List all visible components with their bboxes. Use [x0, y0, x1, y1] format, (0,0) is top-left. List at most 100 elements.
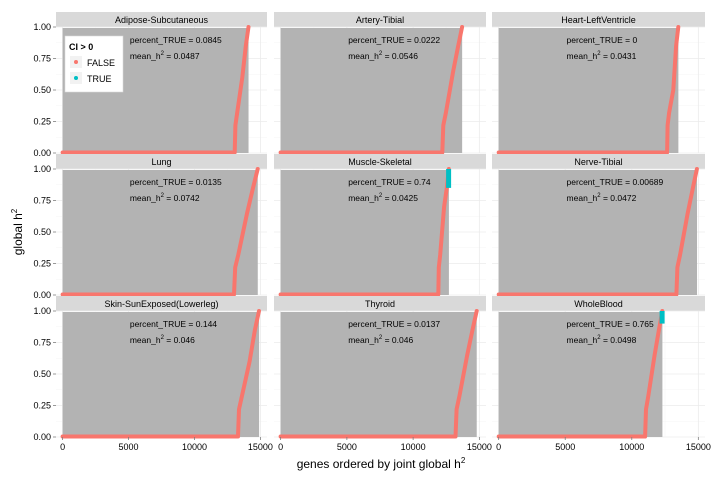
series-true-points: [659, 311, 665, 324]
annotation-mean-value: = 0.0742: [164, 193, 200, 203]
ci-ribbon: [280, 312, 477, 437]
panel-lung: Lung percent_TRUE = 0.0135 mean_h2 = 0.074…: [33, 154, 267, 300]
annotation-mean-sup: 2: [597, 335, 601, 341]
annotation-mean-value: = 0.0546: [382, 51, 418, 61]
series-false-points: [60, 309, 261, 439]
x-axis-title-sup: 2: [461, 456, 466, 465]
annotation-mean-value: = 0.0425: [382, 193, 418, 203]
x-tick-label: 15000: [248, 442, 273, 452]
annotation-mean-h2: mean_h2 = 0.046: [130, 335, 195, 345]
y-tick-label: 0.00: [33, 148, 51, 158]
ci-ribbon: [498, 28, 679, 153]
panel-strip: [56, 12, 267, 27]
x-tick-label: 15000: [467, 442, 492, 452]
annotation-mean-h2: mean_h2 = 0.046: [348, 335, 413, 345]
x-tick-label: 10000: [182, 442, 207, 452]
panel-strip: [56, 154, 267, 169]
series-false-points: [60, 25, 251, 155]
annotation-mean-sup: 2: [597, 193, 601, 199]
y-tick-label: 1.00: [33, 306, 51, 316]
panel-strip: [492, 154, 705, 169]
series-false-points: [278, 309, 479, 439]
annotation-mean-h2: mean_h2 = 0.0742: [130, 193, 200, 203]
annotation-mean-value: = 0.046: [382, 335, 413, 345]
annotation-mean-value: = 0.0431: [601, 51, 637, 61]
annotation-mean-sup: 2: [161, 51, 165, 57]
annotation-mean-label: mean_h: [130, 51, 161, 61]
x-tick-label: 5000: [555, 442, 575, 452]
panel-muscle-skeletal: Muscle-Skeletal percent_TRUE = 0.74 mean_h…: [274, 154, 486, 297]
annotation-mean-value: = 0.0498: [601, 335, 637, 345]
y-tick-label: 1.00: [33, 164, 51, 174]
panel-title: Nerve-Tibial: [574, 157, 622, 167]
panel-wholeblood: WholeBlood percent_TRUE = 0.765 mean_h2 = …: [492, 296, 711, 452]
annotation-mean-label: mean_h: [348, 51, 379, 61]
annotation-mean-sup: 2: [597, 51, 601, 57]
y-tick-label: 0.25: [33, 259, 51, 269]
series-false-points: [496, 167, 699, 297]
annotation-mean-value: = 0.0472: [601, 193, 637, 203]
y-tick-label: 0.75: [33, 338, 51, 348]
panel-title: Heart-LeftVentricle: [561, 15, 636, 25]
annotation-mean-sup: 2: [379, 193, 383, 199]
ci-ribbon: [498, 312, 663, 437]
annotation-mean-label: mean_h: [348, 193, 379, 203]
panel-strip: [274, 12, 486, 27]
y-tick-label: 1.00: [33, 22, 51, 32]
annotation-mean-sup: 2: [161, 193, 165, 199]
annotation-percent-true: percent_TRUE = 0: [567, 35, 638, 45]
y-tick-label: 0.00: [33, 432, 51, 442]
y-tick-label: 0.75: [33, 196, 51, 206]
y-axis-title-text: global h: [11, 213, 25, 255]
annotation-mean-label: mean_h: [130, 335, 161, 345]
annotation-percent-true: percent_TRUE = 0.0137: [348, 319, 440, 329]
y-tick-label: 0.75: [33, 54, 51, 64]
x-tick-label: 10000: [619, 442, 644, 452]
y-axis-title: global h2: [10, 208, 25, 255]
legend-title: CI > 0: [69, 42, 93, 52]
annotation-mean-h2: mean_h2 = 0.0425: [348, 193, 418, 203]
annotation-percent-true: percent_TRUE = 0.00689: [567, 177, 664, 187]
series-false-points: [278, 25, 465, 155]
panel-title: Skin-SunExposed(Lowerleg): [104, 299, 218, 309]
ci-ribbon: [280, 170, 449, 295]
x-tick-label: 5000: [119, 442, 139, 452]
legend: CI > 0 FALSE TRUE: [64, 35, 124, 93]
panel-artery-tibial: Artery-Tibial percent_TRUE = 0.0222 mean_h…: [274, 12, 486, 155]
legend-label-true: TRUE: [87, 74, 112, 84]
series-false-points: [60, 167, 260, 297]
series-false-points: [496, 309, 665, 439]
x-axis-title: genes ordered by joint global h2: [297, 456, 466, 471]
legend-dot-false: [74, 60, 78, 64]
annotation-mean-value: = 0.0487: [164, 51, 200, 61]
annotation-mean-label: mean_h: [567, 51, 598, 61]
y-tick-label: 0.50: [33, 227, 51, 237]
annotation-mean-label: mean_h: [130, 193, 161, 203]
y-tick-label: 0.25: [33, 117, 51, 127]
series-false-points: [496, 25, 681, 155]
panel-title: Artery-Tibial: [356, 15, 404, 25]
annotation-mean-h2: mean_h2 = 0.0546: [348, 51, 418, 61]
ci-ribbon: [498, 170, 698, 295]
series-true-points: [446, 169, 452, 188]
panel-title: Adipose-Subcutaneous: [115, 15, 209, 25]
annotation-mean-label: mean_h: [567, 335, 598, 345]
panel-skin-sunexposed-lowerleg-: Skin-SunExposed(Lowerleg) percent_TRUE = …: [33, 296, 273, 452]
annotation-mean-label: mean_h: [567, 193, 598, 203]
ci-ribbon: [62, 312, 260, 437]
x-tick-label: 15000: [686, 442, 711, 452]
annotation-mean-sup: 2: [379, 335, 383, 341]
y-tick-label: 0.50: [33, 85, 51, 95]
annotation-percent-true: percent_TRUE = 0.0135: [130, 177, 222, 187]
annotation-mean-h2: mean_h2 = 0.0498: [567, 335, 637, 345]
annotation-mean-sup: 2: [161, 335, 165, 341]
annotation-mean-sup: 2: [379, 51, 383, 57]
x-tick-label: 5000: [337, 442, 357, 452]
annotation-mean-h2: mean_h2 = 0.0431: [567, 51, 637, 61]
annotation-percent-true: percent_TRUE = 0.144: [130, 319, 217, 329]
panel-title: WholeBlood: [574, 299, 623, 309]
panel-strip: [56, 296, 267, 311]
panel-strip: [274, 154, 486, 169]
panel-heart-leftventricle: Heart-LeftVentricle percent_TRUE = 0 mean_…: [492, 12, 705, 155]
